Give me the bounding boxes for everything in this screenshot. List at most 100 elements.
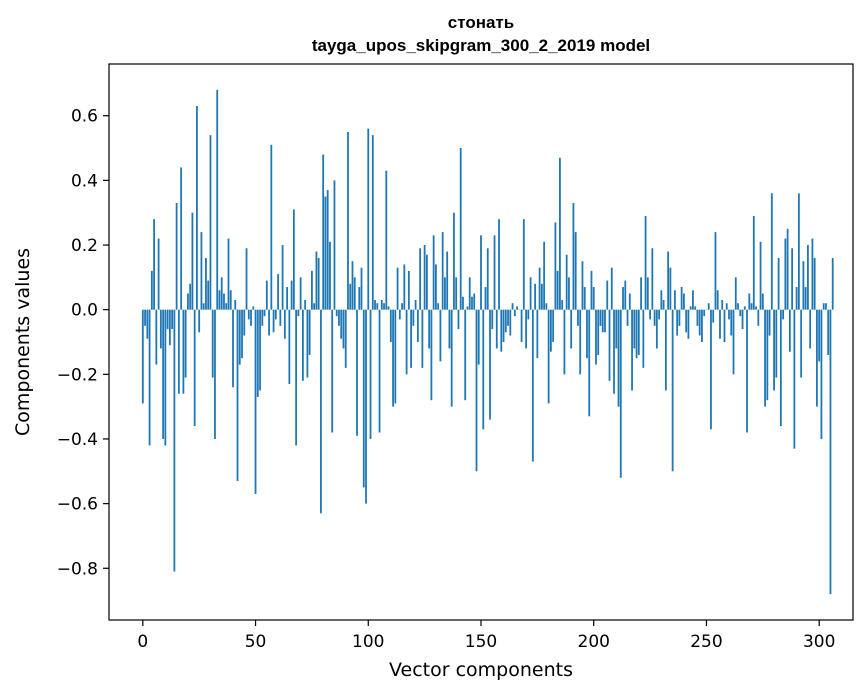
bar-component-26 [200, 232, 203, 310]
bar-component-120 [412, 309, 415, 326]
bar-component-249 [703, 309, 706, 317]
bar-component-122 [416, 309, 419, 342]
x-tick-label: 100 [352, 632, 384, 652]
bar-component-97 [360, 267, 363, 310]
bar-component-286 [786, 228, 789, 310]
bar-component-34 [218, 290, 221, 310]
bar-component-184 [556, 270, 559, 310]
bar-component-202 [597, 309, 600, 355]
bar-component-267 [743, 306, 746, 310]
bar-component-75 [311, 270, 313, 310]
bar-component-17 [180, 167, 183, 310]
bar-component-209 [613, 309, 615, 394]
bar-component-125 [423, 245, 426, 310]
bar-component-206 [606, 280, 609, 310]
bar-component-107 [383, 303, 385, 310]
bar-component-99 [365, 309, 367, 504]
bar-component-128 [430, 309, 433, 401]
chart-title-line2: tayga_upos_skipgram_300_2_2019 model [312, 36, 650, 55]
y-tick-label: −0.6 [57, 495, 98, 515]
bar-component-0 [141, 309, 144, 404]
bar-component-165 [513, 309, 516, 317]
y-tick-label: 0.2 [71, 236, 98, 256]
bar-component-169 [522, 219, 525, 310]
bar-component-171 [527, 309, 530, 320]
bar-component-289 [793, 309, 796, 449]
bar-component-65 [288, 309, 291, 385]
bar-component-142 [462, 296, 464, 310]
bar-component-189 [568, 277, 570, 310]
bar-component-16 [177, 309, 180, 394]
bar-component-270 [750, 303, 753, 310]
bar-component-178 [543, 241, 546, 310]
bar-component-251 [707, 303, 710, 310]
bar-component-66 [290, 280, 293, 310]
bar-component-76 [313, 303, 316, 310]
bar-component-262 [732, 309, 735, 375]
bar-component-119 [410, 309, 413, 368]
bar-component-11 [166, 309, 169, 330]
bar-component-224 [646, 277, 649, 310]
bar-component-134 [444, 277, 446, 310]
bar-component-98 [362, 309, 365, 488]
bar-component-236 [673, 290, 676, 310]
bar-component-139 [455, 277, 458, 310]
bar-component-221 [640, 277, 642, 310]
bar-component-118 [407, 270, 410, 310]
bar-component-69 [297, 309, 300, 317]
bar-component-232 [664, 309, 667, 391]
bar-component-105 [378, 309, 381, 433]
bar-component-140 [457, 309, 460, 330]
bar-component-292 [800, 309, 803, 378]
bar-component-269 [748, 293, 751, 310]
bar-component-57 [270, 144, 273, 310]
bar-component-203 [599, 309, 602, 326]
bar-component-214 [624, 280, 627, 310]
bar-component-112 [394, 309, 397, 404]
bar-component-288 [791, 248, 794, 310]
bar-component-21 [189, 283, 192, 310]
bar-component-205 [604, 309, 606, 333]
bar-component-27 [202, 303, 205, 310]
bar-component-170 [525, 309, 527, 349]
bar-component-152 [484, 287, 487, 310]
bar-component-36 [223, 293, 225, 310]
bar-component-296 [809, 309, 812, 349]
bar-component-255 [716, 290, 719, 310]
bar-component-88 [340, 309, 343, 339]
plot-frame [108, 63, 854, 621]
bar-component-188 [565, 254, 568, 310]
bar-component-195 [581, 261, 584, 310]
bar-component-52 [259, 309, 261, 391]
bar-component-135 [446, 251, 449, 310]
bar-component-290 [795, 287, 798, 310]
bar-component-156 [493, 235, 496, 310]
bar-component-274 [759, 241, 762, 310]
bar-component-45 [243, 309, 246, 336]
bar-component-258 [723, 309, 726, 342]
bar-component-127 [428, 309, 431, 349]
bar-component-39 [229, 290, 232, 310]
bar-component-242 [687, 309, 690, 339]
bar-component-275 [761, 293, 764, 310]
bar-component-257 [721, 299, 724, 310]
bar-component-113 [396, 267, 399, 310]
bar-component-24 [196, 106, 198, 310]
bar-component-1 [144, 309, 146, 326]
bar-component-155 [491, 309, 494, 330]
bar-component-117 [405, 309, 408, 375]
bar-component-212 [619, 309, 622, 478]
bar-component-280 [773, 309, 775, 391]
bar-component-92 [349, 283, 352, 310]
bar-component-144 [466, 306, 469, 310]
bar-component-62 [281, 245, 284, 310]
bar-component-219 [635, 309, 638, 359]
bar-component-54 [263, 309, 266, 317]
bar-component-304 [827, 309, 830, 355]
bar-component-265 [739, 309, 742, 317]
bar-component-143 [464, 309, 467, 401]
bar-component-29 [207, 280, 210, 310]
bar-component-248 [701, 309, 703, 342]
bar-component-83 [329, 241, 331, 310]
